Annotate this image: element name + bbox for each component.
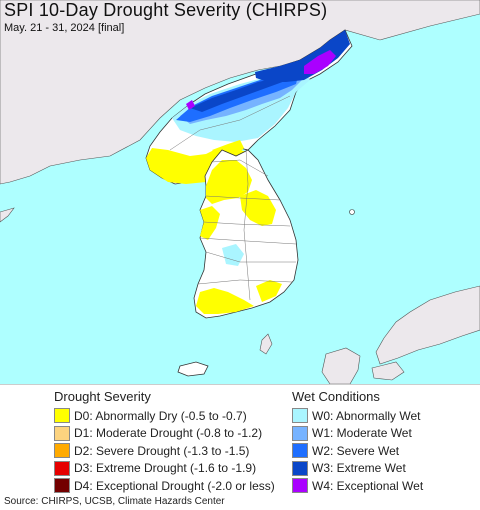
legend-label-d3: D3: Extreme Drought (-1.6 to -1.9) — [74, 461, 257, 476]
wet-w3-north — [190, 72, 290, 112]
legend-label-w0: W0: Abnormally Wet — [312, 408, 421, 423]
legend-item-d4: D4: Exceptional Drought (-2.0 or less) — [54, 477, 275, 495]
map-legend-divider — [0, 384, 480, 385]
drought-d0-sk-south — [196, 288, 254, 314]
swatch-d2 — [54, 443, 70, 459]
map-title: SPI 10-Day Drought Severity (CHIRPS) — [4, 0, 328, 20]
legend-drought-title: Drought Severity — [54, 389, 151, 404]
swatch-d1 — [54, 425, 70, 441]
title-block: SPI 10-Day Drought Severity (CHIRPS) May… — [4, 0, 327, 34]
legend-item-w4: W4: Exceptional Wet — [292, 477, 423, 495]
drought-d0-sk-southeast — [256, 280, 282, 302]
wet-w0-sk-center — [222, 244, 244, 266]
drought-d0-sk-north — [206, 160, 252, 204]
swatch-w0 — [292, 408, 308, 424]
legend-item-d1: D1: Moderate Drought (-0.8 to -1.2) — [54, 425, 275, 443]
legend-item-w0: W0: Abnormally Wet — [292, 407, 423, 425]
legend-label-w3: W3: Extreme Wet — [312, 461, 406, 476]
legend-item-d2: D2: Severe Drought (-1.3 to -1.5) — [54, 442, 275, 460]
map-subtitle: May. 21 - 31, 2024 [final] — [4, 22, 125, 34]
legend-label-d0: D0: Abnormally Dry (-0.5 to -0.7) — [74, 408, 247, 423]
legend-wet: Wet Conditions W0: Abnormally Wet W1: Mo… — [292, 389, 423, 495]
legend-label-d4: D4: Exceptional Drought (-2.0 or less) — [74, 478, 275, 493]
wet-w4-spot — [186, 100, 195, 110]
swatch-w2 — [292, 443, 308, 459]
legend-item-w1: W1: Moderate Wet — [292, 425, 423, 443]
swatch-w4 — [292, 478, 308, 494]
legend-label-w2: W2: Severe Wet — [312, 443, 400, 458]
province-lines — [169, 95, 297, 301]
ulleung-island — [349, 209, 355, 215]
legend-item-w3: W3: Extreme Wet — [292, 460, 423, 478]
jeju-island — [177, 361, 209, 377]
source-credit: Source: CHIRPS, UCSB, Climate Hazards Ce… — [4, 496, 225, 507]
wet-w4-northeast — [304, 50, 336, 74]
swatch-w3 — [292, 460, 308, 476]
legend-label-w4: W4: Exceptional Wet — [312, 478, 424, 493]
swatch-d4 — [54, 478, 70, 494]
foreign-land-japan-kyushu — [321, 347, 361, 384]
legend-label-d1: D1: Moderate Drought (-0.8 to -1.2) — [74, 426, 263, 441]
drought-d0-sk-east — [240, 190, 276, 226]
wet-w3-northeast — [255, 30, 350, 82]
foreign-land-tsushima — [259, 333, 273, 355]
foreign-land-japan-shikoku — [371, 361, 405, 381]
swatch-w1 — [292, 425, 308, 441]
legend-item-d0: D0: Abnormally Dry (-0.5 to -0.7) — [54, 407, 275, 425]
map-canvas — [0, 0, 480, 384]
foreign-land-mainland — [0, 0, 480, 185]
legend-item-d3: D3: Extreme Drought (-1.6 to -1.9) — [54, 460, 275, 478]
swatch-d3 — [54, 460, 70, 476]
foreign-land-japan-honshu — [375, 285, 480, 365]
legend-label-d2: D2: Severe Drought (-1.3 to -1.5) — [74, 443, 250, 458]
legend-label-w1: W1: Moderate Wet — [312, 426, 412, 441]
drought-map: SPI 10-Day Drought Severity (CHIRPS) May… — [0, 0, 480, 384]
foreign-land-west — [0, 207, 15, 223]
legend-item-w2: W2: Severe Wet — [292, 442, 423, 460]
drought-d0-sk-west — [200, 206, 220, 240]
legend-drought: Drought Severity D0: Abnormally Dry (-0.… — [54, 389, 275, 495]
swatch-d0 — [54, 408, 70, 424]
legend-wet-title: Wet Conditions — [292, 389, 380, 404]
